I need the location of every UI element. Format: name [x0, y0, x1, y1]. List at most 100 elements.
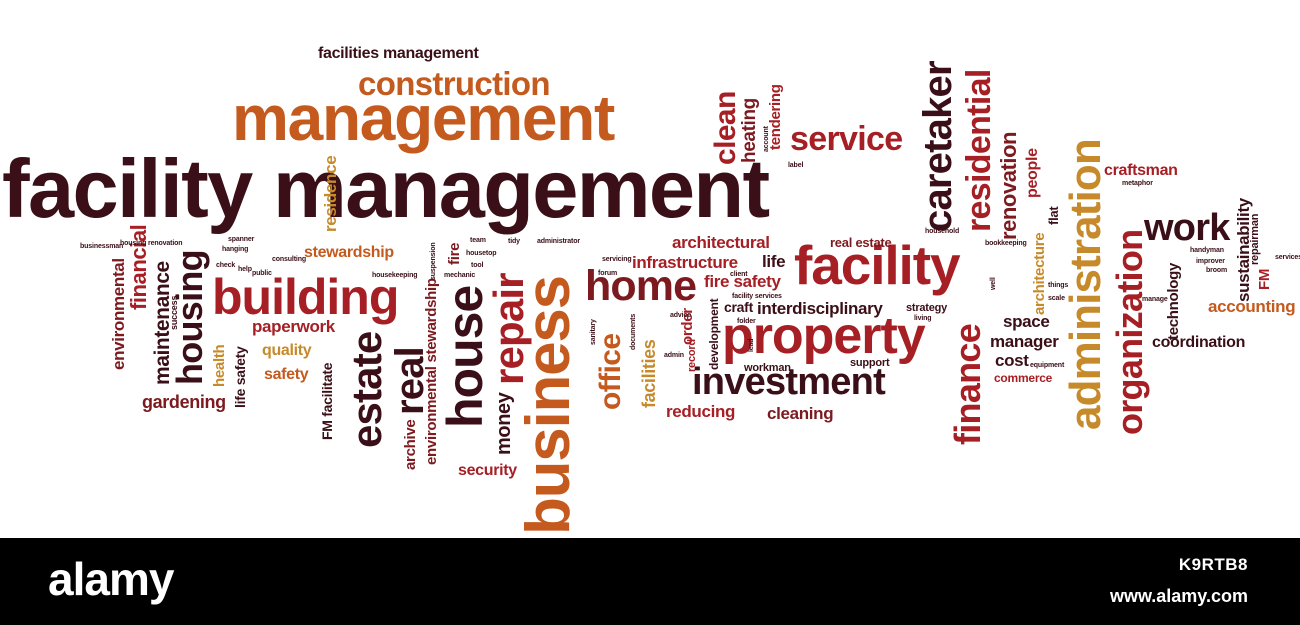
cloud-word: team: [470, 237, 486, 244]
cloud-word: equipment: [1030, 362, 1065, 369]
cloud-word: residence: [321, 155, 340, 232]
cloud-word: administrator: [537, 238, 580, 245]
word-cloud: facility management management constructio…: [2, 45, 1300, 535]
cloud-word: interdisciplinary: [757, 299, 883, 318]
cloud-word: household: [925, 228, 960, 235]
cloud-word: spanner: [228, 236, 255, 243]
cloud-word: broom: [1206, 267, 1228, 274]
cloud-word: flat: [1046, 206, 1061, 225]
cloud-word: facility: [794, 234, 961, 296]
cloud-word: quality: [262, 342, 312, 359]
cloud-word: real estate: [830, 235, 892, 250]
cloud-word: business: [514, 276, 583, 535]
cloud-word: well: [990, 277, 997, 290]
cloud-word: financial: [126, 224, 151, 310]
cloud-word: tendering: [767, 84, 784, 150]
cloud-word: forum: [598, 270, 618, 277]
cloud-word: hanging: [222, 246, 249, 253]
cloud-word: heating: [739, 98, 760, 163]
cloud-word: service: [790, 120, 903, 158]
cloud-word: metaphor: [1122, 180, 1153, 187]
cloud-word: businessman: [80, 243, 124, 250]
cloud-word: life safety: [232, 346, 248, 408]
cloud-word: advice: [670, 312, 691, 319]
cloud-word: estate: [343, 331, 390, 448]
cloud-word: manage: [1142, 296, 1168, 303]
cloud-word: label: [788, 162, 804, 169]
cloud-word: manager: [990, 332, 1059, 351]
cloud-word: life: [762, 252, 786, 271]
cloud-word: services: [1275, 254, 1300, 261]
cloud-word: infrastructure: [632, 253, 738, 272]
cloud-word: work: [1144, 207, 1230, 249]
cloud-word: suspension: [430, 242, 437, 281]
cloud-word: fire: [446, 242, 463, 265]
cloud-word: paperwork: [252, 317, 335, 336]
cloud-word: development: [707, 298, 721, 370]
cloud-word: tidy: [508, 238, 520, 245]
cloud-word: success: [169, 295, 179, 330]
cloud-word: fire safety: [704, 272, 781, 291]
cloud-word: check: [216, 262, 236, 269]
cloud-word: admin: [664, 352, 684, 359]
cloud-word: scale: [1048, 295, 1065, 302]
cloud-word: money: [493, 392, 515, 455]
cloud-word: safety: [264, 366, 309, 383]
cloud-word: housekeeping: [372, 272, 418, 279]
cloud-word: technology: [1165, 262, 1182, 340]
cloud-word: office: [594, 333, 627, 410]
cloud-word: architecture: [1031, 232, 1048, 315]
cloud-word: handyman: [1190, 247, 1224, 254]
cloud-word: sanitary: [590, 319, 597, 345]
cloud-word: living: [914, 315, 932, 322]
cloud-word: residential: [960, 69, 998, 232]
cloud-word: mechanic: [444, 272, 476, 279]
cloud-word: FM: [1256, 268, 1273, 290]
cloud-word: servicing: [602, 256, 632, 263]
cloud-word: people: [1024, 148, 1041, 198]
cloud-word: building: [212, 269, 399, 325]
cloud-word: space: [1003, 312, 1050, 331]
cloud-word: cost: [995, 351, 1029, 370]
cloud-word: stewardship: [304, 244, 394, 261]
cloud-word: finance: [947, 324, 988, 445]
cloud-word: help: [238, 266, 252, 273]
cloud-word: renovation: [996, 131, 1021, 240]
cloud-word: coordination: [1152, 334, 1246, 351]
cloud-word: accounting: [1208, 297, 1296, 316]
cloud-word: strategy: [906, 302, 948, 314]
cloud-word: administration: [1061, 139, 1110, 430]
cloud-word: improver: [1196, 258, 1225, 265]
cloud-word: clean: [709, 91, 742, 165]
cloud-word: lead: [748, 338, 755, 352]
cloud-word: housetop: [466, 250, 497, 257]
cloud-word: folder: [737, 318, 756, 325]
cloud-word: gardening: [142, 392, 226, 412]
cloud-word: housing renovation: [120, 240, 183, 247]
cloud-word: commerce: [994, 371, 1053, 385]
cloud-word: environmental: [109, 258, 128, 370]
cloud-word: construction: [358, 65, 551, 102]
cloud-word: craft: [724, 299, 753, 315]
cloud-word: reducing: [666, 402, 736, 421]
site-url: www.alamy.com: [1109, 586, 1248, 606]
cloud-word: repairman: [1249, 213, 1261, 265]
cloud-word: cleaning: [767, 404, 834, 423]
brand-logo: alamy: [48, 553, 174, 605]
cloud-word: property: [722, 307, 926, 365]
cloud-word: caretaker: [916, 61, 960, 232]
cloud-word: record: [686, 339, 698, 372]
cloud-word: organization: [1109, 229, 1150, 435]
cloud-word: account: [763, 126, 770, 152]
cloud-word: consulting: [272, 256, 306, 263]
watermark-footer: alamy K9RTB8 www.alamy.com: [0, 538, 1300, 625]
cloud-word: facilities management: [318, 45, 479, 62]
cloud-word: workman: [744, 362, 791, 374]
cloud-word: facilities: [639, 339, 659, 408]
cloud-word: facility services: [732, 293, 782, 300]
cloud-word: client: [730, 271, 748, 278]
cloud-word: facility management: [2, 142, 770, 235]
cloud-word: investment: [692, 361, 886, 403]
cloud-word: health: [211, 344, 228, 387]
cloud-word: documents: [630, 313, 637, 350]
